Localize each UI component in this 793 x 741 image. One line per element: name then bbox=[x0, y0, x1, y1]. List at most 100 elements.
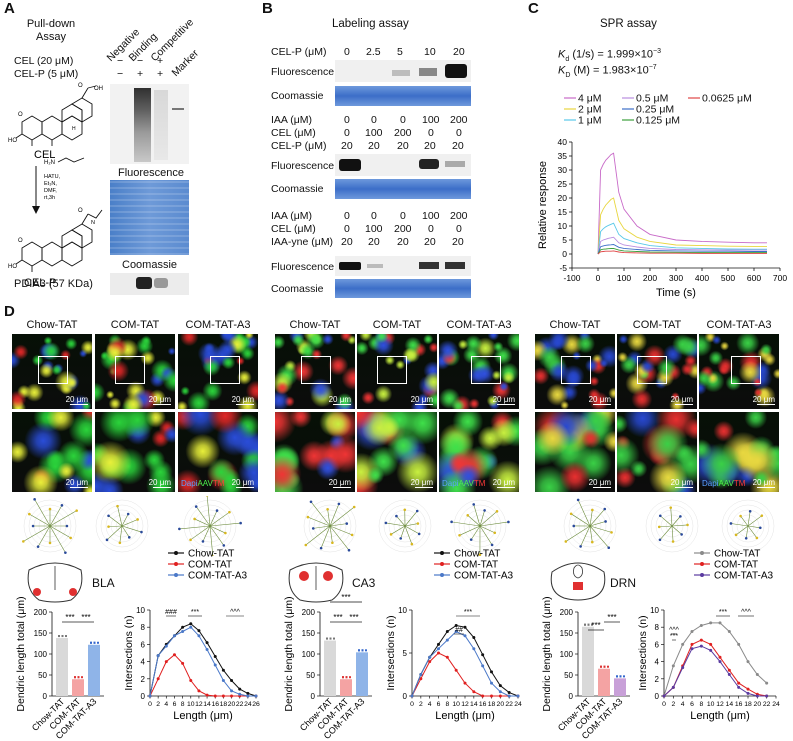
line-data-point bbox=[454, 623, 458, 627]
region-label-drn: DRN bbox=[610, 576, 636, 590]
line-x-tick-label: 6 bbox=[437, 701, 441, 708]
lane-label-marker: Marker bbox=[169, 47, 202, 80]
line-data-point bbox=[221, 679, 225, 683]
bar-data-point bbox=[93, 641, 96, 644]
legend-label: COM-TAT-A3 bbox=[454, 571, 514, 582]
spr-y-tick-label: -5 bbox=[559, 263, 567, 273]
bar-y-label: Dendric length total (μm) bbox=[15, 596, 27, 711]
line-data-point bbox=[197, 634, 201, 638]
bar-mark bbox=[582, 626, 594, 696]
line-data-point bbox=[481, 664, 485, 668]
legend-marker bbox=[440, 573, 444, 577]
line-data-point bbox=[498, 684, 502, 688]
line-data-point bbox=[662, 694, 666, 698]
line-data-point bbox=[205, 693, 209, 697]
b3-r2-v1: 20 bbox=[368, 236, 380, 248]
zoom-inset-box bbox=[471, 356, 501, 384]
line-data-point bbox=[490, 694, 493, 698]
spr-legend-label: 0.5 μM bbox=[636, 93, 668, 105]
pulldown-title-line1: Pull-down bbox=[26, 18, 76, 30]
labeling-assay-title: Labeling assay bbox=[332, 18, 409, 30]
stain-dapi: Dapi bbox=[181, 479, 198, 488]
line-data-point bbox=[428, 660, 432, 664]
spr-y-tick-label: 30 bbox=[558, 165, 568, 175]
micrograph-1-0-1: 20 μm bbox=[275, 412, 355, 492]
line-data-point bbox=[205, 648, 209, 652]
line-data-point bbox=[727, 668, 731, 672]
celp-name: CEL-P bbox=[24, 277, 56, 289]
line-data-point bbox=[410, 694, 414, 698]
line-data-point bbox=[221, 694, 225, 698]
line-x-tick-label: 8 bbox=[445, 701, 449, 708]
legend-marker bbox=[174, 573, 178, 577]
spr-x-label: Time (s) bbox=[656, 287, 696, 299]
spr-x-tick-label: 600 bbox=[747, 273, 761, 283]
bar-data-point bbox=[65, 635, 67, 638]
spr-x-tick-label: -100 bbox=[563, 273, 580, 283]
column-header-2-1: COM-TAT bbox=[632, 319, 682, 331]
line-y-tick-label: 0 bbox=[655, 692, 660, 701]
column-header-2-2: COM-TAT-A3 bbox=[706, 319, 772, 331]
line-x-tick-label: 0 bbox=[662, 701, 666, 708]
line-y-label: Intersections (n) bbox=[123, 615, 135, 690]
line-data-point bbox=[213, 654, 217, 658]
line-x-tick-label: 12 bbox=[195, 701, 203, 708]
cel-ho-label: HO bbox=[8, 138, 17, 144]
annotation-label: ^^^ bbox=[741, 609, 752, 616]
b2-r1-v3: 0 bbox=[428, 127, 434, 139]
bar-y-tick-label: 0 bbox=[569, 692, 574, 701]
line-y-tick-label: 0 bbox=[141, 692, 146, 701]
sholl-tracing bbox=[95, 499, 149, 553]
zoom-inset-box bbox=[301, 356, 331, 384]
line-data-point bbox=[213, 663, 217, 667]
legend-label: COM-TAT bbox=[188, 560, 232, 571]
spr-legend-label: 0.25 μM bbox=[636, 104, 674, 116]
line-data-point bbox=[454, 630, 458, 633]
b3-r0-v1: 0 bbox=[371, 210, 377, 222]
annotation-label: *** bbox=[670, 633, 678, 640]
bar-y-tick-label: 0 bbox=[311, 692, 316, 701]
b3-r0-v0: 0 bbox=[344, 210, 350, 222]
zoom-inset-box bbox=[637, 356, 667, 384]
b3-row-2-label: IAA-yne (μM) bbox=[271, 236, 334, 248]
significance-label: *** bbox=[81, 613, 90, 622]
b1-row-label: CEL-P (μM) bbox=[271, 46, 327, 58]
zoom-inset-box bbox=[731, 356, 761, 384]
line-data-point bbox=[507, 694, 511, 698]
row-label-cel: CEL (20 μM) bbox=[14, 55, 74, 67]
spr-x-tick-label: 100 bbox=[617, 273, 631, 283]
bar-y-tick-label: 50 bbox=[38, 671, 47, 680]
line-data-point bbox=[765, 694, 769, 698]
line-data-point bbox=[699, 644, 703, 648]
spr-legend-item: 2 μM bbox=[564, 104, 602, 116]
b2-r2-v0: 20 bbox=[341, 140, 353, 152]
line-x-tick-label: 12 bbox=[461, 701, 469, 708]
stain-aav: AAV bbox=[718, 479, 734, 488]
bar-mark bbox=[340, 679, 352, 696]
line-data-point bbox=[238, 687, 242, 691]
line-data-point bbox=[671, 664, 675, 668]
line-x-label: Length (μm) bbox=[435, 710, 495, 722]
bar-data-point bbox=[58, 635, 60, 638]
line-data-point bbox=[727, 630, 731, 633]
micrograph-0-1-0: 20 μm bbox=[95, 334, 175, 409]
scale-bar: 20 μm bbox=[670, 478, 693, 487]
bar-data-point bbox=[90, 641, 92, 644]
line-data-point bbox=[671, 685, 675, 689]
line-data-point bbox=[681, 642, 685, 646]
micrograph-0-0-0: 20 μm bbox=[12, 334, 92, 409]
line-data-point bbox=[498, 690, 502, 694]
panel-letter-d: D bbox=[4, 303, 15, 320]
stain-tm: TM bbox=[733, 479, 746, 488]
reagent-1: HATU, bbox=[44, 174, 61, 180]
zoom-inset-box bbox=[38, 356, 68, 384]
line-data-point bbox=[472, 636, 476, 640]
bar-data-point bbox=[616, 675, 618, 678]
line-x-tick-label: 14 bbox=[203, 701, 211, 708]
stain-aav: AAV bbox=[197, 479, 213, 488]
b2-coomassie-gel bbox=[335, 179, 471, 199]
sholl-tracing bbox=[303, 499, 357, 553]
line-data-point bbox=[490, 670, 493, 674]
scale-bar: 20 μm bbox=[231, 478, 254, 487]
